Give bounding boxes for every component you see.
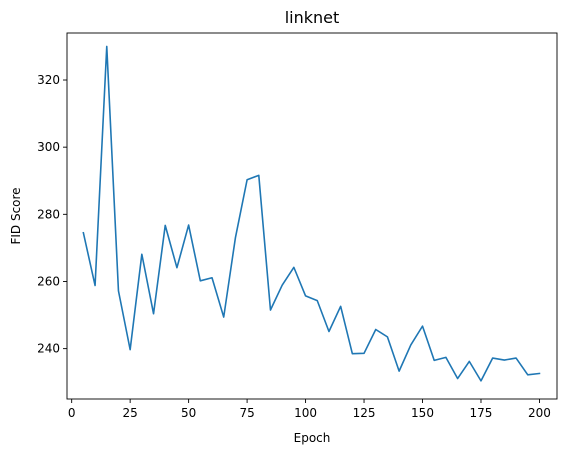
series-layer	[82, 45, 541, 382]
plot-area	[67, 33, 557, 399]
plot-frame	[66, 32, 558, 400]
x-axis: 0 25 50 75 100 125 150 175 200	[68, 399, 551, 420]
x-tick-label: 100	[294, 406, 317, 420]
y-axis: 240 260 280 300 320	[37, 73, 67, 356]
y-tick-label: 260	[37, 274, 60, 288]
x-tick-label: 150	[411, 406, 434, 420]
x-tick-label: 175	[470, 406, 493, 420]
x-tick-label: 200	[528, 406, 551, 420]
x-tick-label: 25	[123, 406, 138, 420]
x-tick-label: 75	[239, 406, 254, 420]
y-axis-label: FID Score	[9, 187, 23, 244]
x-tick-label: 125	[353, 406, 376, 420]
y-tick-label: 240	[37, 342, 60, 356]
y-tick-label: 300	[37, 140, 60, 154]
chart-title: linknet	[285, 8, 340, 27]
x-axis-label: Epoch	[294, 431, 331, 445]
x-tick-label: 0	[68, 406, 76, 420]
series-line-0	[82, 45, 541, 382]
y-tick-label: 320	[37, 73, 60, 87]
x-tick-label: 50	[181, 406, 196, 420]
y-tick-label: 280	[37, 207, 60, 221]
